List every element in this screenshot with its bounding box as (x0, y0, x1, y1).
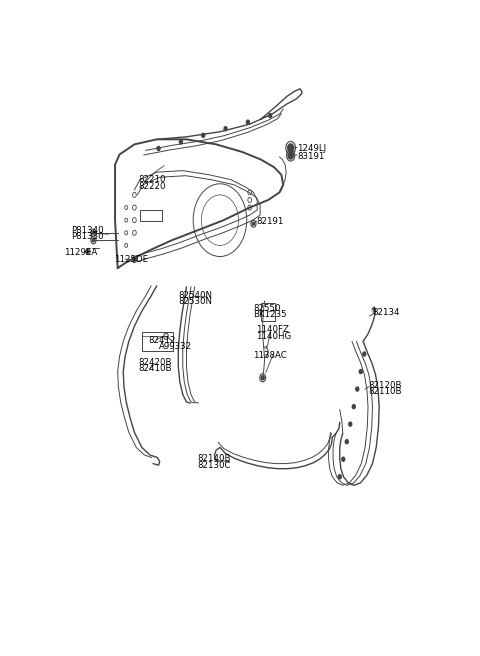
Text: 82134: 82134 (372, 308, 400, 317)
Circle shape (92, 232, 95, 234)
Text: 1125DE: 1125DE (114, 255, 148, 264)
Circle shape (224, 127, 227, 131)
Bar (140, 210, 162, 221)
Circle shape (352, 405, 355, 409)
Circle shape (338, 475, 341, 479)
Text: 82220: 82220 (138, 182, 166, 191)
Circle shape (92, 239, 95, 242)
Circle shape (360, 369, 362, 373)
Text: 1129EA: 1129EA (64, 249, 97, 258)
Circle shape (87, 250, 89, 253)
Text: 82410B: 82410B (138, 364, 172, 373)
Text: 1140HG: 1140HG (256, 332, 292, 341)
Text: 82191: 82191 (256, 216, 284, 226)
Text: A99332: A99332 (158, 342, 192, 352)
Circle shape (288, 144, 294, 152)
Circle shape (269, 113, 272, 117)
Text: 82210: 82210 (138, 175, 166, 184)
Text: 82530N: 82530N (178, 297, 212, 306)
Circle shape (157, 146, 160, 150)
Text: 1140FZ: 1140FZ (256, 325, 289, 335)
Text: 82550: 82550 (253, 304, 281, 312)
Text: BK1235: BK1235 (253, 310, 287, 319)
Text: 82540N: 82540N (178, 291, 212, 300)
Text: 82130C: 82130C (197, 461, 230, 470)
Circle shape (342, 457, 345, 461)
Text: P81340: P81340 (71, 226, 104, 235)
Circle shape (349, 422, 352, 426)
Circle shape (202, 133, 204, 137)
Text: 82420B: 82420B (138, 358, 172, 367)
Text: P81330: P81330 (71, 232, 104, 241)
Circle shape (261, 376, 264, 380)
Text: 1249LJ: 1249LJ (297, 144, 326, 153)
Text: 82412: 82412 (148, 336, 176, 345)
Circle shape (356, 387, 359, 391)
Circle shape (345, 440, 348, 443)
Bar (142, 333, 173, 352)
Text: 83191: 83191 (297, 152, 324, 161)
Text: 82110B: 82110B (369, 388, 402, 396)
Circle shape (288, 152, 293, 159)
Bar (261, 304, 275, 321)
Text: 1138AC: 1138AC (253, 351, 287, 360)
Circle shape (133, 258, 135, 261)
Circle shape (180, 140, 182, 144)
Circle shape (246, 120, 249, 124)
Text: 82120B: 82120B (369, 381, 402, 390)
Circle shape (363, 352, 366, 356)
Circle shape (252, 222, 254, 225)
Text: 82140B: 82140B (197, 454, 230, 463)
